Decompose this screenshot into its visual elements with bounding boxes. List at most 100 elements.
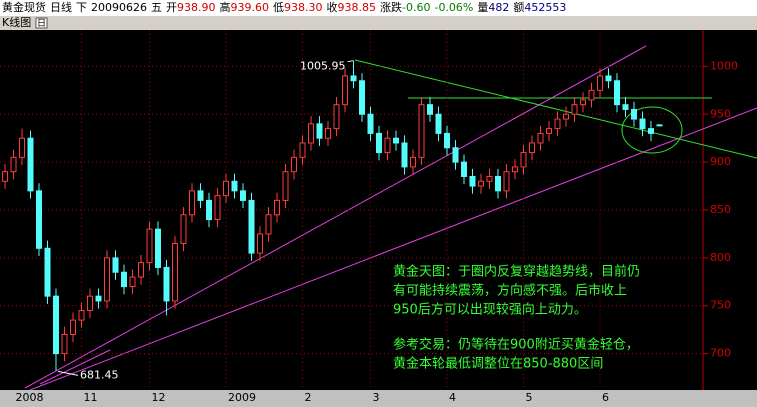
candle-body bbox=[206, 199, 212, 221]
header-field: 938.30 bbox=[284, 1, 323, 14]
header: 黄金现货 日线下 20090626 五开 938.90 高 939.60 低 938.30 收 93… bbox=[2, 0, 566, 14]
candle-body bbox=[393, 137, 399, 144]
candle-body bbox=[316, 123, 323, 139]
candle-body bbox=[495, 175, 501, 192]
trend-lines bbox=[24, 45, 757, 391]
candle-body bbox=[299, 142, 306, 158]
header-field: 452553 bbox=[524, 1, 566, 14]
candle-body bbox=[444, 132, 450, 149]
x-tick-label: 11 bbox=[84, 391, 98, 404]
commentary-line: 黄金本轮最低调整位在850-880区间 bbox=[393, 356, 603, 372]
candle-body bbox=[231, 180, 238, 192]
candle-body bbox=[10, 156, 17, 173]
candle-body bbox=[53, 295, 59, 355]
x-tick-label: 5 bbox=[526, 391, 533, 404]
trend-line bbox=[29, 107, 757, 391]
candle-body bbox=[138, 262, 144, 278]
candle-body bbox=[469, 175, 476, 187]
candle-body bbox=[656, 124, 663, 127]
candle-body bbox=[478, 180, 484, 187]
candle-body bbox=[87, 295, 93, 312]
candle-body bbox=[546, 128, 552, 134]
candle-body bbox=[274, 199, 280, 216]
tab-bar bbox=[0, 16, 757, 30]
candle-body bbox=[44, 247, 51, 297]
candle-body bbox=[78, 310, 85, 321]
tab-label: K线图 bbox=[2, 15, 31, 29]
commentary-line: 950后方可以出现较强向上动力。 bbox=[393, 302, 587, 318]
candle-body bbox=[359, 80, 365, 115]
candle-body bbox=[146, 228, 153, 264]
commentary-line: 黄金天图：于圈内反复穿越趋势线，目前仍 bbox=[393, 264, 640, 280]
y-tick-label: 750 bbox=[710, 299, 731, 312]
candle-body bbox=[308, 123, 314, 144]
candle-body bbox=[248, 199, 255, 254]
y-tick-label: 700 bbox=[710, 347, 731, 360]
candle-body bbox=[648, 128, 654, 134]
highlight-circle bbox=[621, 106, 683, 154]
x-tick-label: 3 bbox=[373, 391, 380, 404]
y-tick-label: 850 bbox=[710, 203, 731, 216]
header-field: 20090626 bbox=[91, 1, 147, 14]
x-tick-label: 2 bbox=[305, 391, 312, 404]
candle-body bbox=[104, 257, 110, 302]
candle-body bbox=[452, 147, 459, 163]
candle-body bbox=[197, 190, 204, 201]
annotation-leader bbox=[57, 370, 79, 376]
candle-body bbox=[486, 175, 493, 182]
x-tick-label: 2008 bbox=[16, 391, 44, 404]
candle-body bbox=[580, 99, 586, 106]
candle-body bbox=[282, 171, 289, 201]
candle-body bbox=[121, 271, 127, 288]
candle-body bbox=[588, 89, 595, 101]
candle-body bbox=[614, 80, 620, 106]
candle-body bbox=[180, 214, 187, 245]
header-field: 939.60 bbox=[231, 1, 270, 14]
candle-body bbox=[342, 75, 348, 106]
trend-line bbox=[24, 45, 647, 389]
tab-icon[interactable]: 日 bbox=[37, 18, 46, 29]
tab-icon-box[interactable] bbox=[35, 17, 48, 29]
candle-body bbox=[537, 132, 544, 144]
candle-body bbox=[265, 214, 272, 235]
candle-body bbox=[163, 266, 170, 302]
candle-body bbox=[418, 104, 425, 158]
candle-body bbox=[384, 137, 391, 154]
candle-body bbox=[529, 142, 535, 154]
y-tick-label: 950 bbox=[710, 107, 731, 120]
header-field: -0.60 bbox=[402, 1, 430, 14]
header-field: 低 bbox=[273, 1, 284, 14]
commentary-line: 有可能持续震荡，方向感不强。后市收上 bbox=[393, 283, 627, 299]
candle-body bbox=[291, 156, 297, 173]
candle-body bbox=[554, 118, 561, 130]
candle-body bbox=[257, 233, 263, 254]
plot-area bbox=[0, 30, 757, 390]
header-field: -0.06% bbox=[434, 1, 473, 14]
candle-body bbox=[631, 108, 637, 120]
candle-body bbox=[19, 137, 25, 158]
y-tick-label: 800 bbox=[710, 251, 731, 264]
header-field: 五 bbox=[151, 1, 162, 14]
header-field: 高 bbox=[220, 0, 231, 14]
candle-body bbox=[410, 156, 416, 168]
candle-body bbox=[2, 171, 8, 182]
candle-body bbox=[325, 128, 331, 139]
candle-body bbox=[639, 118, 646, 130]
commentary-line: 参考交易：仍等待在900附近买黄金轻仓， bbox=[393, 337, 639, 353]
x-tick-label: 12 bbox=[152, 391, 166, 404]
candle-body bbox=[27, 137, 34, 192]
candle-body bbox=[563, 113, 569, 120]
candle-body bbox=[129, 276, 136, 288]
candle-body bbox=[435, 113, 442, 134]
candle-body bbox=[367, 113, 374, 134]
candle-body bbox=[112, 257, 119, 273]
x-tick-label: 6 bbox=[602, 391, 609, 404]
trend-line bbox=[39, 349, 111, 385]
candle-body bbox=[597, 75, 603, 91]
candle-body bbox=[350, 75, 357, 82]
annotation-leader bbox=[347, 60, 354, 63]
header-field: 下 bbox=[76, 1, 87, 14]
candle-body bbox=[36, 190, 42, 249]
candle-body bbox=[401, 142, 408, 168]
